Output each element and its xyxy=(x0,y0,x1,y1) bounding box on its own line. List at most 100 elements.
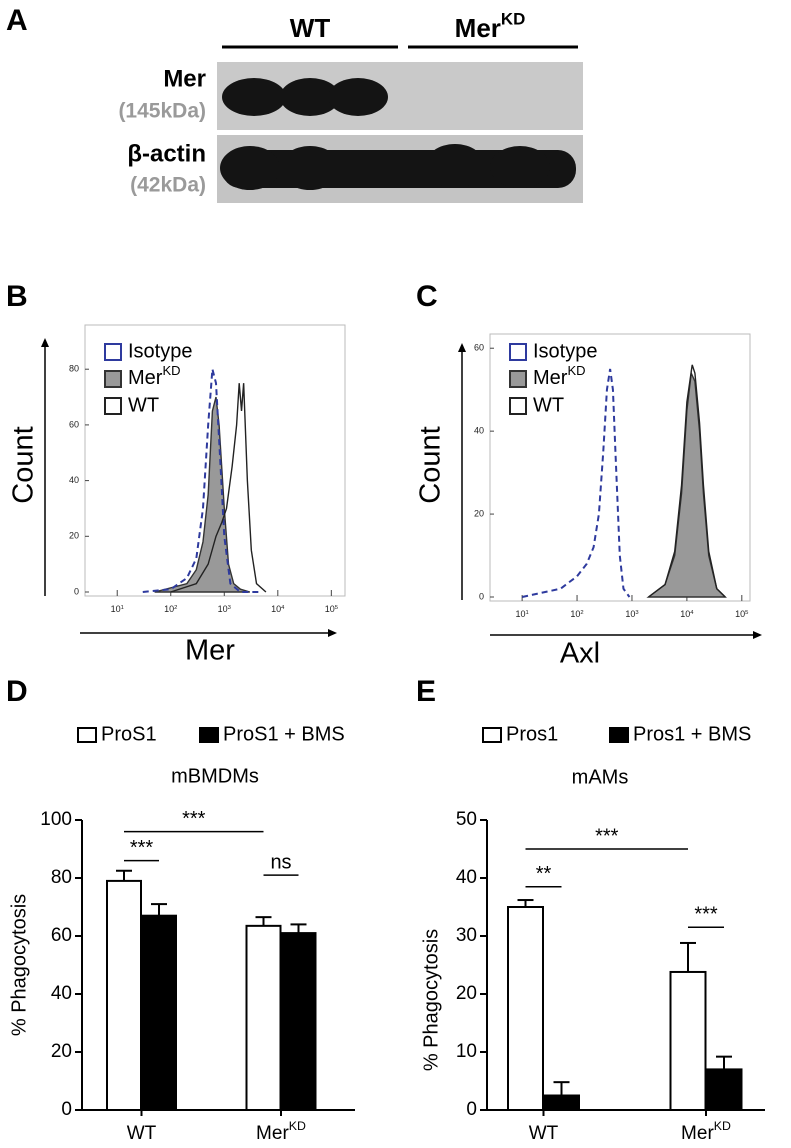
x-tick-label: 105 xyxy=(325,604,338,614)
x-tick-label-main: 10 xyxy=(271,604,281,614)
x-tick-label-sup: KD xyxy=(289,1119,306,1133)
y-tick-label: 20 xyxy=(51,1041,72,1062)
x-tick-label: 104 xyxy=(271,604,285,614)
x-tick-label-main: 10 xyxy=(164,604,174,614)
y-tick-label: 0 xyxy=(74,586,79,596)
x-tick-label-main: 10 xyxy=(515,609,525,619)
y-axis-label: Count xyxy=(8,426,40,503)
protein-label: Mer xyxy=(163,65,206,92)
legend-label: Pros1 xyxy=(506,723,558,745)
significance-label: *** xyxy=(182,808,206,830)
histogram-curve xyxy=(648,364,726,598)
legend-swatch xyxy=(199,727,219,743)
panel-letter: E xyxy=(416,675,436,708)
y-axis-label: Count xyxy=(415,426,447,503)
panel-letter: B xyxy=(6,280,28,313)
x-tick-label-main: Mer xyxy=(256,1123,289,1144)
y-tick-label: 0 xyxy=(479,591,484,601)
significance-label: *** xyxy=(130,837,154,859)
y-tick-label: 40 xyxy=(51,983,72,1004)
y-tick-label: 40 xyxy=(69,475,79,485)
protein-label: β-actin xyxy=(127,140,206,167)
legend-label: Pros1 + BMS xyxy=(633,723,751,745)
legend-label: Isotype xyxy=(128,340,192,362)
x-tick-label: WT xyxy=(127,1123,157,1144)
y-tick-label: 10 xyxy=(456,1041,477,1062)
legend-label: ProS1 xyxy=(101,723,157,745)
bar xyxy=(106,879,142,1112)
x-tick-label-sup: 5 xyxy=(335,604,338,610)
x-tick-label-sup: 4 xyxy=(690,609,694,615)
x-tick-label: MerKD xyxy=(256,1119,306,1144)
x-tick-label: 102 xyxy=(570,609,583,619)
legend-label-sup: KD xyxy=(162,363,180,378)
y-tick-label: 40 xyxy=(456,867,477,888)
bar xyxy=(280,932,317,1111)
blot-bands xyxy=(220,78,576,190)
x-tick-label-sup: 5 xyxy=(745,609,748,615)
arrow-head xyxy=(753,631,762,639)
significance-label: ns xyxy=(270,851,291,873)
x-tick-label: 101 xyxy=(111,604,124,614)
legend-label: WT xyxy=(533,394,564,416)
y-tick-label: 50 xyxy=(456,809,477,830)
x-tick-label-sup: 3 xyxy=(228,604,231,610)
legend-label: Isotype xyxy=(533,340,597,362)
legend-label-sup: KD xyxy=(567,363,585,378)
y-tick-label: 60 xyxy=(474,343,484,353)
chart-title: mAMs xyxy=(572,766,629,788)
chart-title: mBMDMs xyxy=(171,765,259,787)
x-tick-label-sup: KD xyxy=(714,1119,731,1133)
group-label: MerKD xyxy=(455,10,526,43)
y-tick-label: 40 xyxy=(474,426,484,436)
x-tick-label: MerKD xyxy=(681,1119,731,1144)
arrow-head xyxy=(41,338,49,347)
x-tick-label-sup: 2 xyxy=(174,604,177,610)
legend-swatch xyxy=(77,727,97,743)
histogram-curve xyxy=(170,383,267,593)
bar xyxy=(705,1068,743,1112)
panel-letter: C xyxy=(416,280,438,313)
group-label-main: Mer xyxy=(455,13,501,43)
group-label-sup: KD xyxy=(501,10,525,29)
legend-swatch xyxy=(609,727,629,743)
legend-label-main: Mer xyxy=(128,367,163,389)
x-tick-label-sup: 2 xyxy=(580,609,583,615)
band xyxy=(280,78,340,116)
bar xyxy=(507,906,544,1111)
x-tick-label-sup: 1 xyxy=(526,609,529,615)
x-tick-label-main: 10 xyxy=(325,604,335,614)
group-label-main: WT xyxy=(290,13,331,43)
size-label: (145kDa) xyxy=(118,100,206,123)
legend-swatch xyxy=(104,370,122,388)
histogram-curve xyxy=(521,368,631,598)
legend-swatch xyxy=(509,343,527,361)
x-tick-label-main: 10 xyxy=(570,609,580,619)
x-tick-label-main: 10 xyxy=(625,609,635,619)
significance-label: ** xyxy=(536,863,552,885)
band xyxy=(490,146,550,188)
y-tick-label: 60 xyxy=(69,419,79,429)
x-axis-label: Axl xyxy=(560,638,600,670)
legend-label: ProS1 + BMS xyxy=(223,723,345,745)
y-tick-label: 20 xyxy=(69,531,79,541)
histogram-curve xyxy=(142,368,262,593)
band xyxy=(425,144,485,188)
legend-swatch xyxy=(104,397,122,415)
legend-label: WT xyxy=(128,394,159,416)
legend-label-main: Mer xyxy=(533,367,568,389)
plot-frame xyxy=(84,324,346,597)
band xyxy=(220,146,280,190)
significance-label: *** xyxy=(694,904,718,926)
x-tick-label: 104 xyxy=(680,609,694,619)
legend-swatch xyxy=(482,727,502,743)
y-tick-label: 20 xyxy=(474,508,484,518)
bar xyxy=(543,1094,580,1111)
x-tick-label-main: 10 xyxy=(111,604,121,614)
x-tick-label-sup: 4 xyxy=(281,604,285,610)
y-tick-label: 0 xyxy=(466,1099,477,1120)
x-tick-label-sup: 1 xyxy=(121,604,124,610)
bar xyxy=(141,914,177,1112)
legend-label: MerKD xyxy=(128,363,181,389)
